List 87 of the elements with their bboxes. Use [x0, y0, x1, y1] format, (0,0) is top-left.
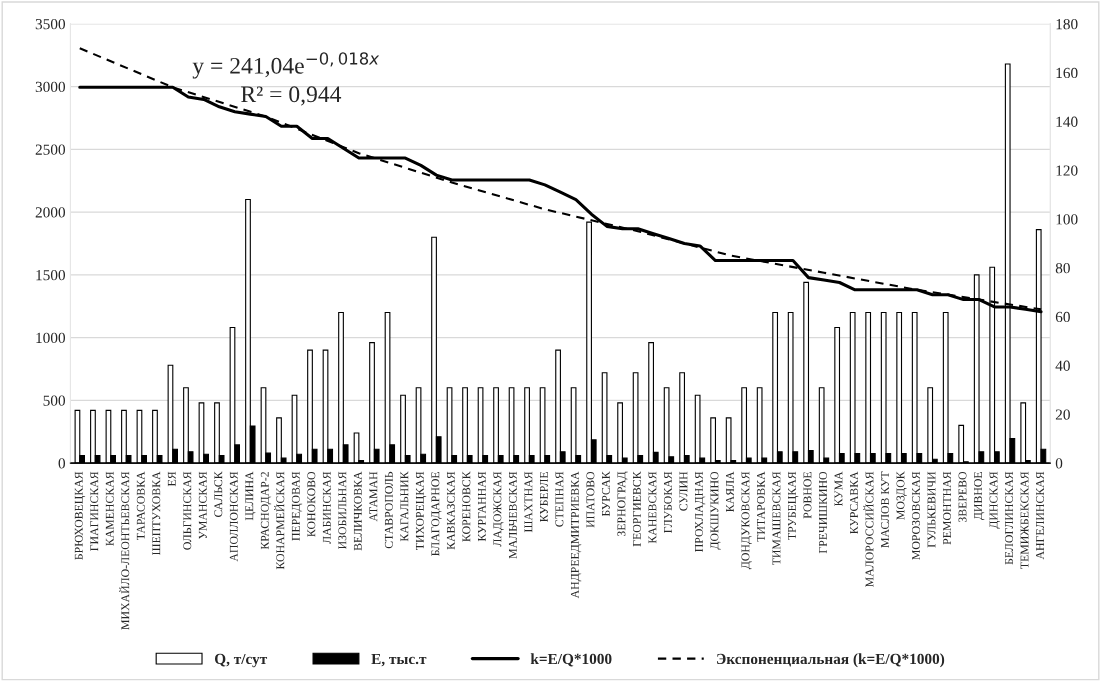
legend-label: Q, т/сут — [214, 653, 268, 668]
x-tick-label: ДОНДУКОВСКАЯ — [741, 471, 752, 570]
x-tick-label: ТИМАШЕВСКАЯ — [772, 471, 781, 566]
x-tick-label: МАЛОРОССИЙСКАЯ — [863, 471, 874, 587]
y-tick-label: 3500 — [35, 18, 66, 30]
x-tick-label: ГРЕЧИШКИНО — [819, 471, 827, 554]
y-tick-label: 0 — [58, 458, 66, 469]
y-tick-label: 2500 — [35, 144, 66, 155]
x-tick-label: ШЕПТУХОВКА — [152, 471, 161, 556]
y2-tick-label: 180 — [1056, 18, 1078, 30]
x-tick-label: КУРГАННАЯ — [477, 471, 486, 542]
x-tick-label: ТЕМИЖБЕКСКАЯ — [1020, 471, 1029, 569]
x-tick-label: КУМА — [834, 471, 843, 507]
x-tick-label: КРАСНОДАР-2 — [260, 472, 272, 550]
x-tick-label: РЕМОНТНАЯ — [943, 471, 951, 545]
y2-tick-label: 0 — [1055, 458, 1063, 469]
x-tick-label: ЦЕЛИНА — [245, 471, 256, 521]
x-tick-label: МАСЛОВ КУТ — [881, 471, 889, 548]
x-tick-label: АНГЕЛИНСКАЯ — [1036, 471, 1045, 560]
x-tick-label: МИХАЙЛО-ЛЕОНТЬЕВСКАЯ — [119, 471, 130, 630]
x-tick-label: БЛАГОДАРНОЕ — [431, 472, 442, 556]
x-tick-label: КОРЕНОВСК — [462, 471, 471, 542]
x-tick-label: ПРОХЛАДНАЯ — [694, 471, 706, 552]
x-tick-label: ВЕЛИЧКОВКА — [353, 471, 362, 551]
x-tick-label: ДОКШУКИНО — [710, 471, 721, 550]
x-tick-label: ЛАДОЖСКАЯ — [493, 471, 504, 547]
y2-tick-label: 40 — [1055, 360, 1070, 371]
y2-tick-label: 140 — [1056, 116, 1078, 127]
x-tick-label: КАЯЛА — [726, 471, 734, 512]
x-tick-label: ГУЛЬКЕВИЧИ — [927, 471, 936, 548]
annotation: R² = 0,944 — [241, 86, 342, 106]
x-tick-label: КОНАРМЕЙСКАЯ — [274, 471, 285, 570]
x-tick-label: УМАНСКАЯ — [198, 471, 207, 540]
x-tick-label: МОРОЗОВСКАЯ — [912, 471, 920, 560]
y2-tick-label: 20 — [1055, 409, 1070, 420]
legend-label: Экспоненциальная (k=E/Q*1000) — [717, 653, 945, 668]
y-tick-label: 500 — [43, 395, 66, 406]
x-tick-label: РОВНОЕ — [803, 472, 812, 519]
x-tick-label: ТАРАСОВКА — [136, 471, 145, 541]
legend-label: E, тыс.т — [371, 653, 427, 667]
x-tick-label: МОЗДОК — [896, 471, 907, 520]
x-tick-label: АПОЛЛОНСКАЯ — [229, 471, 238, 562]
x-tick-label: ПЕРЕДОВАЯ — [291, 471, 303, 541]
x-tick-label: КУРСАВКА — [850, 471, 858, 534]
x-tick-label: СТАВРОПОЛЬ — [384, 471, 393, 549]
x-tick-label: СТЕПНАЯ — [555, 471, 564, 527]
x-tick-label: МАЛЬЧЕВСКАЯ — [508, 471, 517, 559]
x-tick-label: БЕЛОГЛИНСКАЯ — [1005, 471, 1013, 565]
x-tick-label: ГЛУБОКАЯ — [663, 471, 672, 533]
y-tick-label: 3000 — [35, 81, 66, 93]
x-tick-label: ТИХОРЕЦКАЯ — [415, 471, 427, 550]
y2-tick-label: 160 — [1056, 67, 1078, 79]
annotation: y = 241,04e$^{−0,018x}$ — [192, 52, 380, 79]
x-tick-label: КАГАЛЬНИК — [400, 471, 409, 542]
x-tick-label: ЛАБИНСКАЯ — [322, 471, 331, 544]
x-tick-label: ЗВЕРЕВО — [958, 471, 967, 523]
x-tick-label: КОНОКОВО — [307, 471, 316, 537]
x-tick-label: КУБЕРЛЕ — [540, 472, 548, 522]
x-tick-label: АНДРЕЕДМИТРИЕВКА — [570, 471, 582, 599]
y-tick-label: 2000 — [35, 207, 66, 218]
y-tick-label: 1500 — [36, 269, 66, 281]
x-tick-label: ГИАГИНСКАЯ — [90, 471, 99, 551]
x-tick-label: АТАМАН — [369, 471, 378, 522]
x-tick-label: САЛЬСК — [214, 471, 223, 517]
x-tick-label: ЕЯ — [167, 471, 176, 487]
x-tick-label: ОЛЬГИНСКАЯ — [183, 471, 192, 550]
x-tick-label: ТРУБЕЦКАЯ — [788, 471, 799, 540]
legend-label: k=E/Q*1000 — [530, 653, 612, 667]
y2-tick-label: 80 — [1055, 263, 1070, 274]
x-tick-label: БРЮХОВЕЦКАЯ — [74, 471, 86, 560]
y2-tick-label: 60 — [1055, 311, 1070, 323]
x-tick-label: ДИВНОЕ — [974, 472, 985, 521]
y2-tick-label: 100 — [1056, 214, 1078, 225]
y2-tick-label: 120 — [1056, 165, 1078, 176]
x-tick-label: ШАХТНАЯ — [524, 471, 533, 533]
x-tick-label: СУЛИН — [679, 471, 688, 511]
x-tick-label: БУРСАК — [601, 471, 610, 517]
x-tick-label: ЗЕРНОГРАД — [617, 471, 628, 537]
x-tick-label: КАНЕВСКАЯ — [648, 471, 657, 544]
x-tick-label: ИПАТОВО — [586, 471, 595, 528]
x-tick-label: ГЕОРГИЕВСК — [632, 471, 641, 547]
x-tick-label: КАМЕНСКАЯ — [105, 471, 114, 546]
x-tick-label: ДИНСКАЯ — [989, 471, 1000, 529]
x-tick-label: ИЗОБИЛЬНАЯ — [338, 471, 347, 550]
y-tick-label: 1000 — [36, 332, 66, 344]
x-tick-label: КАВКАЗСКАЯ — [446, 471, 455, 550]
x-tick-label: ТИТАРОВКА — [756, 471, 765, 542]
